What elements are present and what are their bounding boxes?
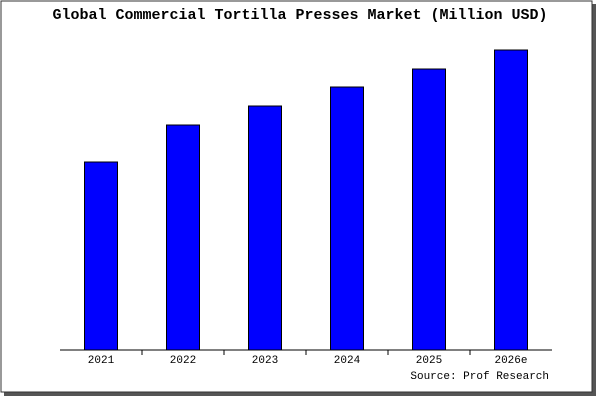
bar [412, 68, 446, 351]
x-tick-label: 2024 [334, 355, 361, 367]
x-tick-label: 2025 [416, 355, 442, 367]
bar [84, 161, 118, 351]
x-tick-label: 2021 [88, 355, 115, 367]
x-tick-label: 2022 [170, 355, 196, 367]
x-tick-label: 2026e [494, 355, 527, 367]
chart-title: Global Commercial Tortilla Presses Marke… [52, 7, 547, 24]
bar [330, 86, 364, 351]
plot: 2021 2022 2023 2024 2025 2026e [60, 49, 552, 367]
bar [248, 105, 282, 351]
source-note: Source: Prof Research [410, 371, 549, 383]
bar [166, 124, 200, 351]
plot-area [60, 48, 552, 350]
x-tick-label: 2023 [252, 355, 278, 367]
bar [494, 49, 528, 351]
